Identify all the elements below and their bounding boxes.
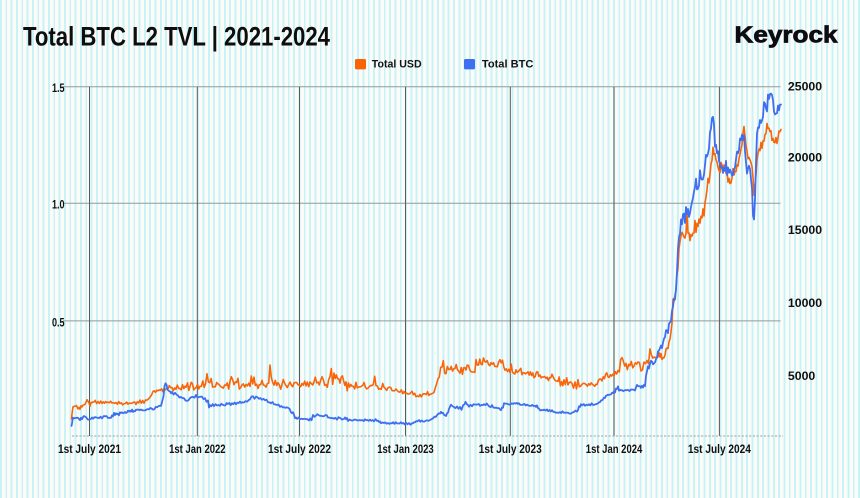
svg-text:0.5: 0.5 — [52, 317, 65, 329]
svg-text:5000: 5000 — [788, 371, 815, 383]
svg-text:1st July 2022: 1st July 2022 — [268, 444, 331, 456]
svg-text:1st July 2021: 1st July 2021 — [58, 444, 122, 456]
svg-text:20000: 20000 — [788, 153, 822, 165]
svg-text:Total BTC L2 TVL | 2021-2024: Total BTC L2 TVL | 2021-2024 — [23, 21, 330, 51]
svg-text:1st Jan 2022: 1st Jan 2022 — [169, 444, 226, 456]
svg-text:Keyrock: Keyrock — [735, 22, 838, 48]
svg-text:1st July 2023: 1st July 2023 — [479, 444, 542, 456]
svg-text:10000: 10000 — [788, 298, 822, 310]
svg-text:Total USD: Total USD — [372, 59, 422, 71]
svg-text:25000: 25000 — [788, 82, 822, 94]
svg-text:1st Jan 2023: 1st Jan 2023 — [377, 444, 434, 456]
svg-text:1st Jan 2024: 1st Jan 2024 — [586, 444, 643, 456]
svg-text:15000: 15000 — [788, 225, 822, 237]
svg-text:1.5: 1.5 — [52, 83, 65, 95]
svg-text:1st July 2024: 1st July 2024 — [688, 444, 752, 456]
svg-text:1.0: 1.0 — [52, 200, 65, 212]
svg-text:Total BTC: Total BTC — [482, 59, 534, 71]
